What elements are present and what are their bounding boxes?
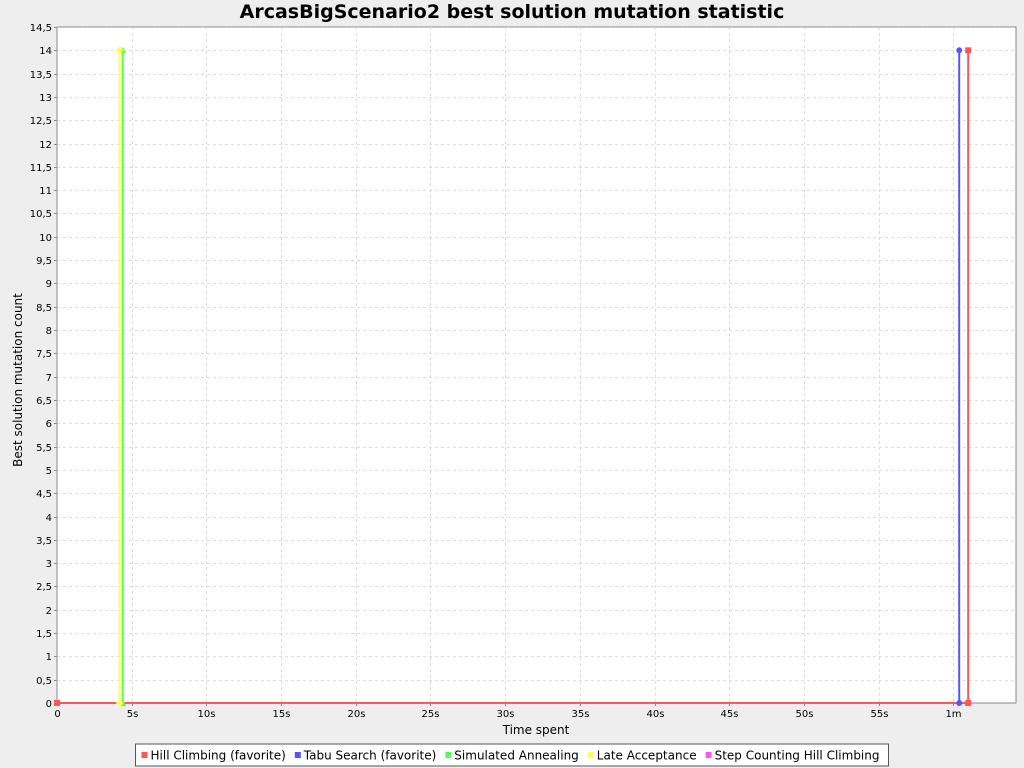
y-axis-label: Best solution mutation count: [11, 293, 25, 467]
y-tick-label: 6: [46, 419, 52, 430]
y-axis: 00,511,522,533,544,555,566,577,588,599,5…: [30, 23, 57, 710]
series-layer: [54, 46, 972, 707]
data-point: [956, 700, 963, 706]
legend-item: Tabu Search (favorite): [294, 749, 437, 763]
x-tick-label: 10s: [198, 709, 216, 720]
legend-item: Late Acceptance: [587, 749, 697, 763]
y-tick-label: 0: [46, 699, 52, 710]
x-axis: 0 5s 10s 15s 20s 25s 30s 35s 40s 45s 50s 55s 1m: [54, 703, 962, 720]
series-1: [956, 47, 963, 706]
legend-label: Hill Climbing (favorite): [151, 749, 286, 763]
y-tick-label: 13: [39, 93, 52, 104]
y-tick-label: 0,5: [36, 676, 52, 687]
y-tick-label: 2,5: [36, 582, 52, 593]
y-tick-label: 7: [46, 373, 52, 384]
y-tick-label: 7,5: [36, 349, 52, 360]
y-tick-label: 3: [46, 559, 52, 570]
y-tick-label: 10: [39, 233, 52, 244]
y-tick-label: 11: [39, 186, 52, 197]
y-tick-label: 4,5: [36, 489, 52, 500]
x-tick-label: 25s: [422, 709, 440, 720]
y-tick-label: 14: [39, 46, 52, 57]
plot-background: [56, 26, 1017, 704]
legend-swatch: [705, 752, 712, 758]
y-tick-label: 13,5: [30, 70, 52, 81]
x-axis-label: Time spent: [502, 723, 570, 737]
x-tick-label: 35s: [572, 709, 590, 720]
y-tick-label: 3,5: [36, 536, 52, 547]
y-tick-label: 11,5: [30, 163, 52, 174]
legend-box: [135, 743, 889, 767]
y-tick-label: 9,5: [36, 256, 52, 267]
y-tick-label: 8: [46, 326, 52, 337]
grid: [57, 27, 1016, 703]
y-tick-label: 6,5: [36, 396, 52, 407]
y-tick-label: 12: [39, 140, 52, 151]
legend-item: Hill Climbing (favorite): [141, 749, 286, 763]
x-tick-label: 1m: [945, 709, 961, 720]
legend-label: Step Counting Hill Climbing: [715, 749, 880, 763]
plot-area: [56, 26, 1017, 704]
data-point: [54, 700, 60, 706]
data-point: [115, 46, 124, 55]
data-point: [965, 47, 972, 54]
series-3: [115, 46, 124, 707]
chart-title: ArcasBigScenario2 best solution mutation…: [240, 1, 785, 23]
y-tick-label: 2: [46, 606, 52, 617]
x-tick-label: 40s: [647, 709, 665, 720]
data-point: [965, 700, 972, 706]
y-tick-label: 1,5: [36, 629, 52, 640]
y-tick-label: 5: [46, 466, 52, 477]
x-tick-label: 20s: [348, 709, 366, 720]
y-tick-label: 5,5: [36, 443, 52, 454]
legend-item: Simulated Annealing: [445, 749, 579, 763]
x-tick-label: 30s: [497, 709, 515, 720]
y-tick-label: 1: [46, 652, 52, 663]
x-tick-label: 55s: [871, 709, 889, 720]
data-point: [956, 47, 963, 54]
legend-item: Step Counting Hill Climbing: [705, 749, 880, 763]
y-tick-label: 4: [46, 513, 52, 524]
x-tick-label: 45s: [721, 709, 739, 720]
y-tick-label: 8,5: [36, 303, 52, 314]
legend: Hill Climbing (favorite) Tabu Search (fav…: [135, 743, 889, 767]
legend-swatch: [445, 752, 452, 758]
y-tick-label: 14,5: [30, 23, 52, 34]
legend-label: Simulated Annealing: [454, 749, 579, 763]
x-tick-label: 15s: [273, 709, 291, 720]
y-tick-label: 10,5: [30, 209, 52, 220]
y-tick-label: 9: [46, 279, 52, 290]
legend-label: Tabu Search (favorite): [303, 749, 437, 763]
legend-swatch: [141, 752, 148, 758]
data-point: [115, 699, 124, 707]
x-tick-label: 5s: [127, 709, 139, 720]
legend-swatch: [587, 752, 594, 758]
x-tick-label: 50s: [796, 709, 814, 720]
legend-label: Late Acceptance: [597, 749, 697, 763]
y-tick-label: 12,5: [30, 116, 52, 127]
legend-swatch: [294, 752, 301, 758]
x-tick-label: 0: [54, 709, 60, 720]
series-0: [54, 47, 972, 706]
